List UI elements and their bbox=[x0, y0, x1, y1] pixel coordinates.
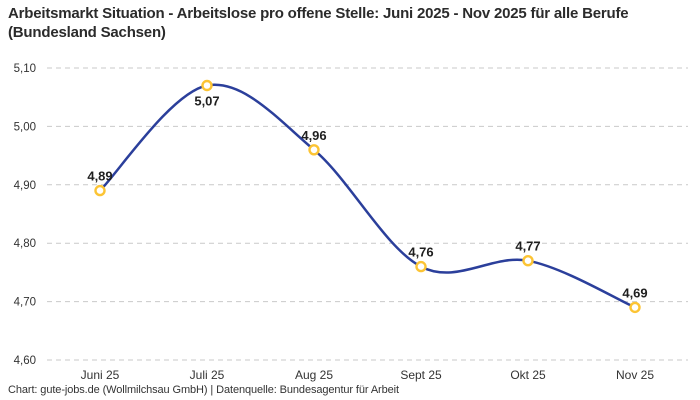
data-point-marker bbox=[629, 301, 641, 314]
data-point-marker bbox=[201, 79, 213, 92]
data-point-label: 4,96 bbox=[301, 128, 326, 143]
data-point-label: 5,07 bbox=[194, 94, 219, 109]
data-point-marker bbox=[522, 255, 534, 267]
data-point-label: 4,77 bbox=[515, 239, 540, 254]
y-tick-label: 4,90 bbox=[14, 180, 36, 192]
x-tick-label: Juli 25 bbox=[190, 368, 225, 382]
data-point-label: 4,76 bbox=[408, 245, 433, 260]
series-line bbox=[98, 83, 637, 309]
data-point-label: 4,89 bbox=[87, 169, 112, 184]
y-tick-label: 5,10 bbox=[14, 63, 36, 75]
data-point-marker bbox=[415, 260, 427, 273]
x-tick-label: Aug 25 bbox=[295, 368, 333, 382]
x-tick-label: Nov 25 bbox=[616, 368, 654, 382]
y-tick-label: 4,70 bbox=[14, 297, 36, 309]
data-point-marker bbox=[308, 144, 320, 156]
y-tick-label: 5,00 bbox=[14, 121, 36, 133]
data-point-marker bbox=[94, 184, 106, 197]
y-tick-label: 4,80 bbox=[14, 238, 36, 250]
data-point-label: 4,69 bbox=[622, 285, 647, 300]
y-tick-label: 4,60 bbox=[14, 355, 36, 367]
chart-credit-footer: Chart: gute-jobs.de (Wollmilchsau GmbH) … bbox=[8, 384, 399, 396]
x-tick-label: Okt 25 bbox=[510, 368, 546, 382]
x-tick-label: Juni 25 bbox=[81, 368, 120, 382]
x-tick-label: Sept 25 bbox=[400, 368, 442, 382]
chart-title: Arbeitsmarkt Situation - Arbeitslose pro… bbox=[8, 5, 629, 41]
